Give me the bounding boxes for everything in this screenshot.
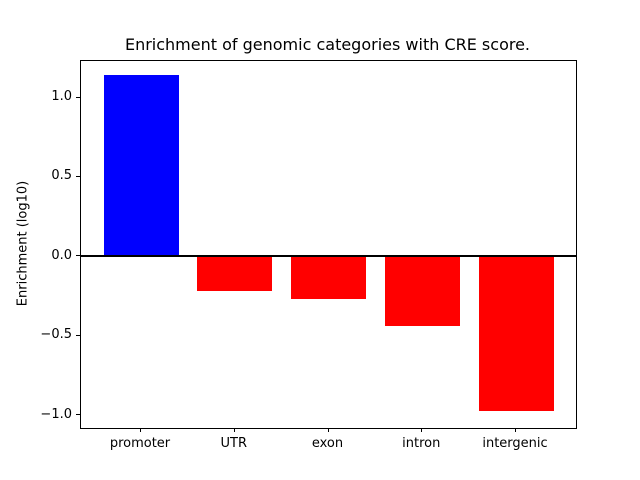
bar-intron — [384, 256, 460, 327]
x-tick-mark — [327, 428, 329, 432]
x-tick-label-exon: exon — [311, 436, 344, 451]
y-tick-mark — [76, 255, 80, 257]
y-tick-mark — [76, 96, 80, 98]
x-tick-mark — [140, 428, 141, 432]
x-tick-mark — [515, 428, 516, 432]
bar-exon — [291, 256, 366, 300]
x-tick-label-intron: intron — [402, 436, 441, 451]
y-tick-mark — [76, 334, 80, 336]
x-tick-label-UTR: UTR — [220, 436, 248, 451]
y-tick-label: 0.5 — [51, 168, 72, 184]
y-tick-label: 0.0 — [51, 247, 72, 263]
bar-UTR — [197, 256, 273, 292]
zero-line — [81, 255, 576, 258]
x-tick-mark — [421, 428, 423, 432]
y-tick-mark — [76, 414, 80, 416]
y-tick-mark — [76, 175, 80, 177]
y-tick-label: −1.0 — [40, 406, 72, 422]
plot-area — [80, 60, 577, 429]
x-tick-mark — [233, 428, 235, 432]
y-tick-label: −0.5 — [40, 327, 72, 343]
x-tick-label-promoter: promoter — [109, 436, 171, 451]
bar-intergenic — [478, 256, 554, 411]
chart-title: Enrichment of genomic categories with CR… — [124, 35, 531, 54]
y-tick-label: 1.0 — [51, 89, 72, 105]
bar-promoter — [103, 75, 179, 257]
x-tick-label-intergenic: intergenic — [482, 436, 548, 451]
